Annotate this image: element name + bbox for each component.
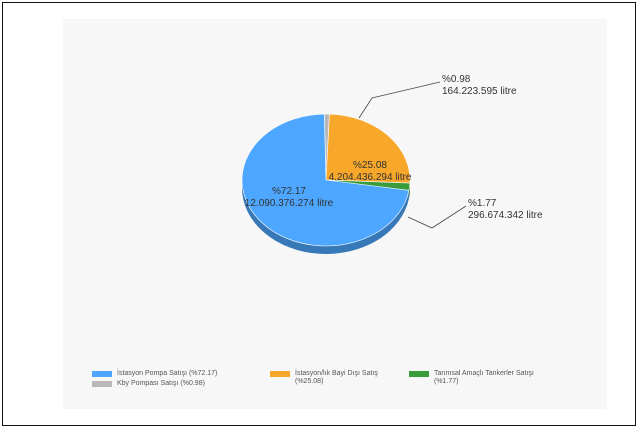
slice-label-kby-value: 164.223.595 litre bbox=[442, 86, 517, 97]
legend-item-kby: Kby Pompası Satışı (%0.98) bbox=[92, 380, 205, 388]
slice-label-tarimsal-percent: %1.77 bbox=[468, 198, 497, 209]
leader-line-kby bbox=[358, 81, 441, 119]
slice-label-tarimsal-value: 296.674.342 litre bbox=[468, 210, 543, 221]
legend-item-istasyon: İstasyon Pompa Satışı (%72.17) bbox=[92, 370, 217, 378]
slice-label-dis-percent: %25.08 bbox=[353, 160, 387, 171]
legend-swatch-dis bbox=[270, 371, 290, 377]
leader-line-tarimsal bbox=[407, 205, 467, 229]
legend-label-tarimsal: Tarımsal Amaçlı Tankerler Satışı (%1.77) bbox=[434, 370, 534, 385]
slice-label-istasyon-value: 12.090.376.274 litre bbox=[245, 198, 334, 209]
legend-swatch-istasyon bbox=[92, 371, 112, 377]
slice-label-istasyon-percent: %72.17 bbox=[272, 186, 306, 197]
legend-swatch-tarimsal bbox=[409, 371, 429, 377]
legend-item-tarimsal: Tarımsal Amaçlı Tankerler Satışı (%1.77) bbox=[409, 370, 534, 386]
legend-label-kby: Kby Pompası Satışı (%0.98) bbox=[117, 380, 205, 387]
legend: İstasyon Pompa Satışı (%72.17) Kby Pompa… bbox=[92, 370, 592, 404]
slice-label-kby-percent: %0.98 bbox=[442, 74, 471, 85]
pie-slice-istasyon bbox=[241, 113, 410, 247]
slice-label-dis-value: 4.204.436.294 litre bbox=[329, 172, 412, 183]
legend-label-dis: İstasyon/lık Bayi Dışı Satış (%25.08) bbox=[295, 370, 378, 385]
chart-frame bbox=[2, 2, 636, 426]
legend-label-istasyon: İstasyon Pompa Satışı (%72.17) bbox=[117, 370, 218, 377]
pie-slice-dis bbox=[325, 113, 411, 184]
legend-swatch-kby bbox=[92, 381, 112, 387]
legend-item-dis: İstasyon/lık Bayi Dışı Satış (%25.08) bbox=[270, 370, 378, 386]
